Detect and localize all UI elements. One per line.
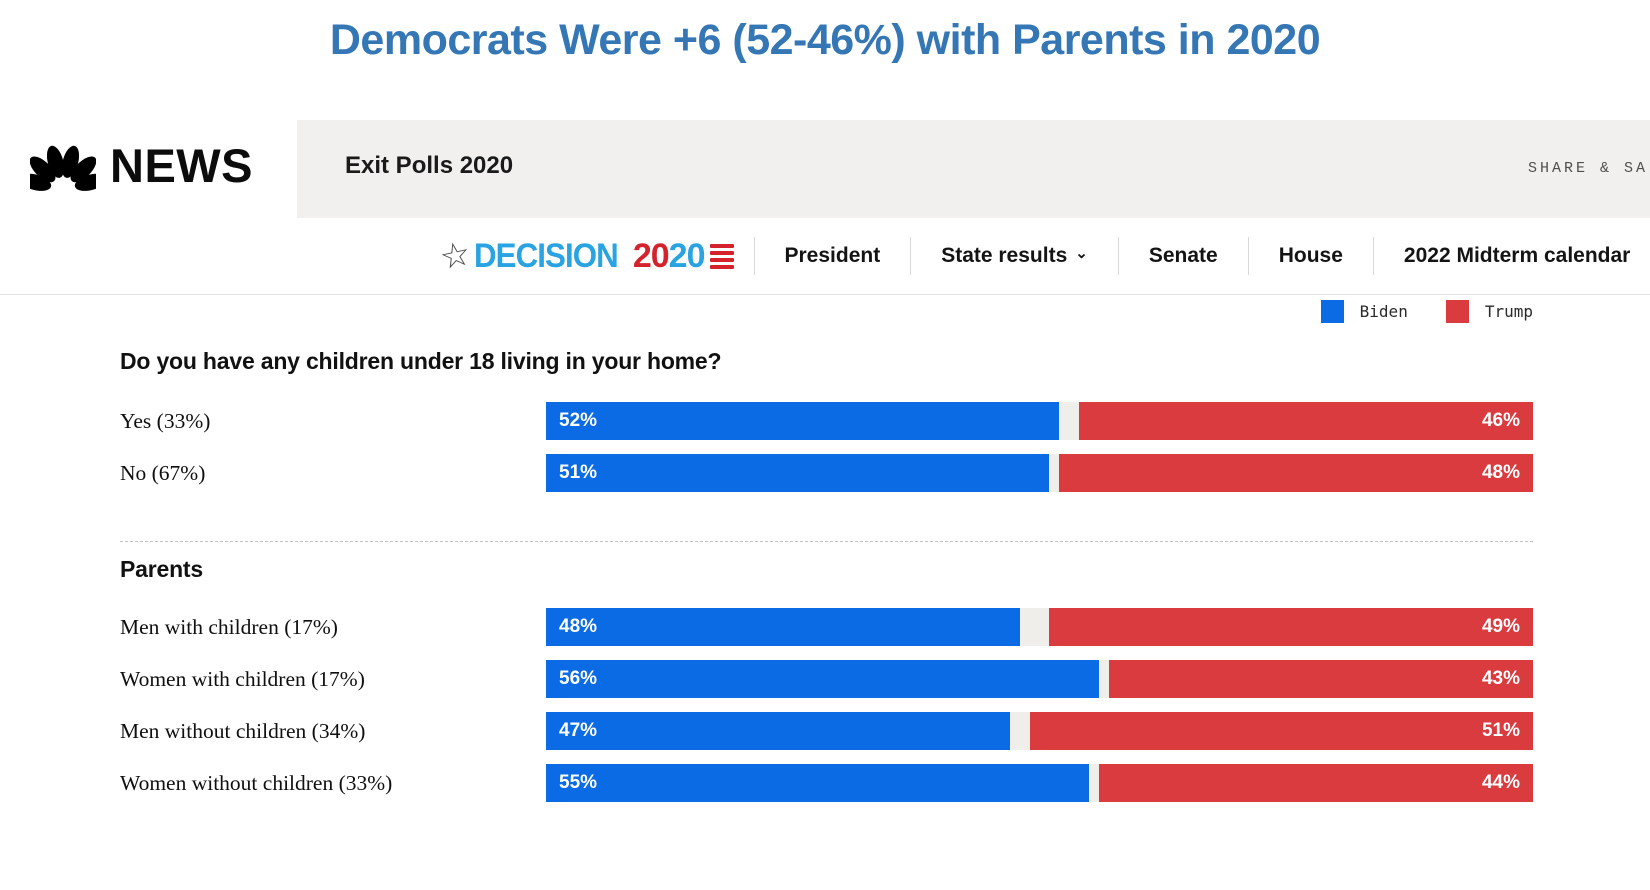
poll-results: Do you have any children under 18 living…: [120, 348, 1533, 816]
nav-item-2022-midterm-calendar[interactable]: 2022 Midterm calendar: [1380, 244, 1650, 268]
nav-item-state-results[interactable]: State results ⌄: [917, 244, 1112, 268]
nav-item-label: House: [1278, 244, 1343, 267]
row-label: Men without children (34%): [120, 718, 366, 743]
bar-track: 56% 43%: [546, 660, 1533, 698]
question-heading: Do you have any children under 18 living…: [120, 348, 722, 374]
biden-bar: 51%: [546, 454, 1050, 492]
bar-track: 47% 51%: [546, 712, 1533, 750]
bar-track: 52% 46%: [546, 402, 1533, 440]
poll-row: Men without children (34%) 47% 51%: [120, 712, 1533, 750]
row-label: Women with children (17%): [120, 666, 365, 691]
legend-label-trump: Trump: [1484, 302, 1533, 321]
biden-bar: 48%: [546, 608, 1020, 646]
decision-year-red: 20: [632, 236, 670, 275]
trump-color-swatch: [1445, 300, 1469, 323]
bar-track: 51% 48%: [546, 454, 1533, 492]
biden-bar: 56%: [546, 660, 1099, 698]
section-title: Exit Polls 2020: [345, 152, 514, 179]
poll-rows-group-2: Men with children (17%) 48% 49% Women with …: [120, 608, 1533, 802]
masthead: NEWS Exit Polls 2020 SHARE & SA: [0, 112, 1650, 218]
nav-item-senate[interactable]: Senate: [1125, 244, 1242, 268]
nav-divider: [1372, 237, 1374, 275]
exit-polls-banner: Exit Polls 2020 SHARE & SA: [297, 120, 1650, 218]
star-icon: ☆: [436, 234, 475, 278]
share-save-button[interactable]: SHARE & SA: [1527, 160, 1648, 177]
row-label: Yes (33%): [120, 408, 211, 433]
decision-2020-logo[interactable]: ☆ DECISION 20 20: [436, 234, 734, 278]
bar-track: 48% 49%: [546, 608, 1533, 646]
poll-row: Women without children (33%) 55% 44%: [120, 764, 1533, 802]
poll-row: Women with children (17%) 56% 43%: [120, 660, 1533, 698]
legend-label-biden: Biden: [1359, 302, 1408, 321]
biden-bar: 52%: [546, 402, 1060, 440]
nav-item-label: Senate: [1148, 244, 1218, 267]
nav-divider: [910, 237, 912, 275]
nav-divider: [753, 237, 755, 275]
flag-stripes-icon: [709, 243, 734, 269]
poll-row: Yes (33%) 52% 46%: [120, 402, 1533, 440]
parents-heading: Parents: [120, 556, 203, 582]
nav-divider: [1117, 237, 1119, 275]
trump-bar: 49%: [1049, 608, 1533, 646]
dashed-divider: [120, 541, 1533, 542]
trump-bar: 48%: [1059, 454, 1533, 492]
decision-year-blue: 20: [668, 236, 706, 275]
page-title: Democrats Were +6 (52-46%) with Parents …: [329, 16, 1321, 64]
legend-item-trump: Trump: [1445, 300, 1533, 323]
row-label: Men with children (17%): [120, 614, 338, 639]
row-label: Women without children (33%): [120, 770, 393, 795]
row-label: No (67%): [120, 460, 206, 485]
nav-item-label: President: [784, 244, 881, 267]
decision-navbar: ☆ DECISION 20 20 President State results ⌄…: [0, 218, 1650, 294]
legend-item-biden: Biden: [1320, 300, 1408, 323]
biden-bar: 55%: [546, 764, 1089, 802]
section-divider: [0, 294, 1650, 295]
biden-color-swatch: [1320, 300, 1344, 323]
trump-bar: 44%: [1098, 764, 1533, 802]
nav-item-house[interactable]: House: [1255, 244, 1367, 268]
nav-divider: [1247, 237, 1249, 275]
nbc-peacock-icon: [30, 145, 96, 191]
biden-bar: 47%: [546, 712, 1010, 750]
nbc-news-logo[interactable]: NEWS: [30, 112, 253, 218]
trump-bar: 51%: [1029, 712, 1533, 750]
nbc-news-wordmark: NEWS: [110, 138, 253, 192]
nav-item-president[interactable]: President: [761, 244, 905, 268]
poll-row: Men with children (17%) 48% 49%: [120, 608, 1533, 646]
decision-word: DECISION: [474, 236, 619, 275]
chevron-down-icon: ⌄: [1075, 245, 1088, 262]
trump-bar: 43%: [1108, 660, 1533, 698]
poll-rows-group-1: Yes (33%) 52% 46% No (67%) 51% 48%: [120, 402, 1533, 492]
nav-item-label: 2022 Midterm calendar: [1403, 244, 1631, 267]
poll-row: No (67%) 51% 48%: [120, 454, 1533, 492]
trump-bar: 46%: [1078, 402, 1533, 440]
chart-legend: Biden Trump: [1320, 300, 1533, 323]
bar-track: 55% 44%: [546, 764, 1533, 802]
nav-item-label: State results: [941, 244, 1068, 267]
